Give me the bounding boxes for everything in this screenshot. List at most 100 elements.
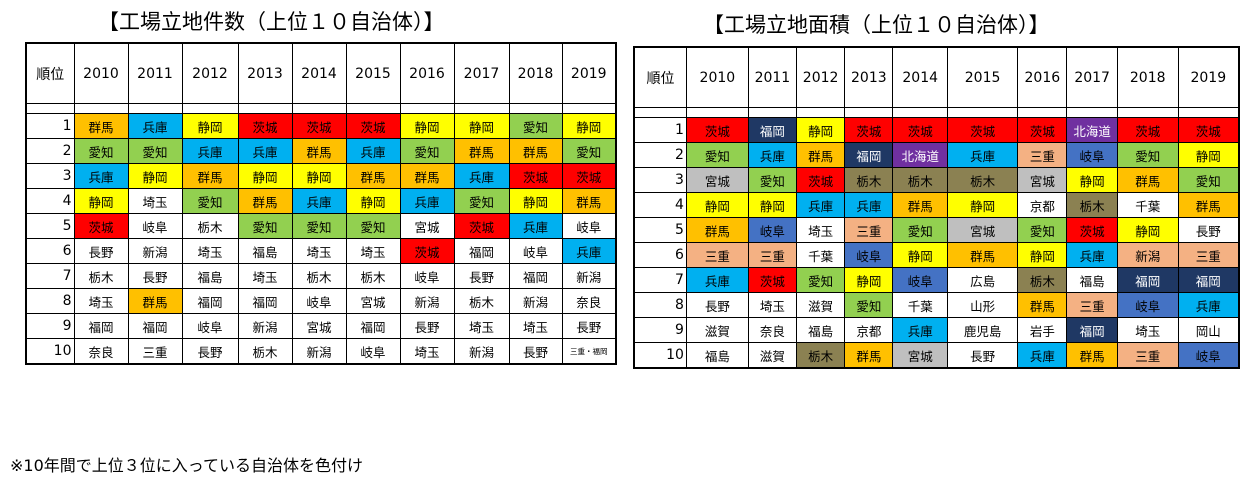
prefecture-cell: 京都 [844, 317, 894, 343]
prefecture-cell: 茨城 [345, 113, 401, 139]
prefecture-cell: 栃木 [1066, 192, 1118, 218]
prefecture-cell: 長野 [508, 338, 563, 365]
year-header: 2016 [399, 42, 455, 104]
rank-cell: 2 [25, 138, 75, 164]
prefecture-cell: 愛知 [453, 188, 510, 214]
prefecture-cell: 静岡 [685, 192, 749, 218]
prefecture-cell: 栃木 [844, 167, 894, 193]
prefecture-cell: 群馬 [1177, 192, 1240, 218]
prefecture-cell: 新潟 [237, 313, 293, 339]
year-header: 2010 [73, 42, 129, 104]
prefecture-cell: 群馬 [345, 163, 401, 189]
prefecture-cell: 茨城 [747, 267, 798, 293]
prefecture-cell: 静岡 [844, 267, 894, 293]
footnote: ※10年間で上位３位に入っている自治体を色付け [10, 456, 363, 475]
prefecture-cell: 兵庫 [892, 317, 948, 343]
factory-area-table: 順位 2010 2011 2012 2013 2014 2015 2016 2017 2018 20… [633, 46, 1240, 369]
prefecture-cell: 茨城 [1116, 117, 1179, 143]
prefecture-cell: 兵庫 [685, 267, 749, 293]
prefecture-cell: 愛知 [1017, 217, 1068, 243]
prefecture-cell: 群馬 [946, 242, 1019, 268]
prefecture-cell: 栃木 [946, 167, 1019, 193]
table-row: 4 静岡 静岡 兵庫 兵庫 群馬 静岡 京都 栃木 千葉 群馬 [633, 192, 1240, 218]
year-header: 2018 [508, 42, 563, 104]
rank-cell: 1 [25, 113, 75, 139]
prefecture-cell: 群馬 [1066, 342, 1118, 369]
prefecture-cell: 埼玉 [1116, 317, 1179, 343]
table-row: 10 奈良 三重 長野 栃木 新潟 岐阜 埼玉 新潟 長野 三重・福岡 [25, 338, 617, 365]
prefecture-cell: 長野 [73, 238, 129, 264]
prefecture-cell: 岐阜 [747, 217, 798, 243]
spacer-cell [892, 107, 948, 118]
prefecture-cell: 愛知 [561, 138, 617, 164]
year-header: 2016 [1017, 46, 1068, 108]
left-table-title: 【工場立地件数（上位１０自治体）】 [98, 10, 445, 34]
prefecture-cell: 静岡 [1066, 167, 1118, 193]
prefecture-cell: 新潟 [453, 338, 510, 365]
prefecture-cell: 福岡 [345, 313, 401, 339]
prefecture-cell: 茨城 [291, 113, 347, 139]
prefecture-cell: 兵庫 [345, 138, 401, 164]
spacer-cell [237, 103, 293, 114]
prefecture-cell: 静岡 [561, 113, 617, 139]
table-row: 9 滋賀 奈良 福島 京都 兵庫 鹿児島 岩手 福岡 埼玉 岡山 [633, 317, 1240, 343]
year-header: 2019 [561, 42, 617, 104]
prefecture-cell: 愛知 [127, 138, 183, 164]
prefecture-cell: 兵庫 [1177, 292, 1240, 318]
prefecture-cell: 埼玉 [345, 238, 401, 264]
prefecture-cell: 愛知 [1116, 142, 1179, 168]
prefecture-cell: 新潟 [399, 288, 455, 314]
year-header: 2011 [127, 42, 183, 104]
factory-count-table: 順位 2010 2011 2012 2013 2014 2015 2016 2017 2018 20… [25, 42, 617, 365]
prefecture-cell: 福島 [795, 317, 846, 343]
year-header: 2012 [795, 46, 846, 108]
prefecture-cell: 岡山 [1177, 317, 1240, 343]
prefecture-cell: 宮城 [685, 167, 749, 193]
prefecture-cell: 愛知 [685, 142, 749, 168]
prefecture-cell: 栃木 [237, 338, 293, 365]
rank-cell: 9 [633, 317, 687, 343]
prefecture-cell: 埼玉 [747, 292, 798, 318]
prefecture-cell: 群馬 [73, 113, 129, 139]
prefecture-cell: 群馬 [508, 138, 563, 164]
year-header: 2017 [453, 42, 510, 104]
prefecture-cell: 兵庫 [399, 188, 455, 214]
table-row: 2 愛知 愛知 兵庫 兵庫 群馬 兵庫 愛知 群馬 群馬 愛知 [25, 138, 617, 164]
prefecture-cell: 岐阜 [345, 338, 401, 365]
prefecture-cell: 茨城 [73, 213, 129, 239]
prefecture-cell: 福岡 [1177, 267, 1240, 293]
prefecture-cell: 滋賀 [747, 342, 798, 369]
prefecture-cell: 三重 [844, 217, 894, 243]
prefecture-cell: 福岡 [1116, 267, 1179, 293]
prefecture-cell: 茨城 [1017, 117, 1068, 143]
prefecture-cell: 奈良 [747, 317, 798, 343]
prefecture-cell: 兵庫 [508, 213, 563, 239]
prefecture-cell: 静岡 [399, 113, 455, 139]
prefecture-cell: 岐阜 [181, 313, 239, 339]
prefecture-cell: 茨城 [946, 117, 1019, 143]
prefecture-cell: 兵庫 [1017, 342, 1068, 369]
prefecture-cell: 福岡 [73, 313, 129, 339]
prefecture-cell: 長野 [181, 338, 239, 365]
prefecture-cell: 埼玉 [291, 238, 347, 264]
prefecture-cell: 新潟 [127, 238, 183, 264]
header-row: 順位 2010 2011 2012 2013 2014 2015 2016 2017 2018 20… [25, 42, 617, 104]
rank-cell: 7 [25, 263, 75, 289]
table-row: 4 静岡 埼玉 愛知 群馬 兵庫 静岡 兵庫 愛知 静岡 群馬 [25, 188, 617, 214]
spacer-cell [685, 107, 749, 118]
prefecture-cell: 静岡 [453, 113, 510, 139]
prefecture-cell: 茨城 [844, 117, 894, 143]
prefecture-cell: 千葉 [892, 292, 948, 318]
table-row: 8 埼玉 群馬 福岡 福岡 岐阜 宮城 新潟 栃木 新潟 奈良 [25, 288, 617, 314]
prefecture-cell: 新潟 [561, 263, 617, 289]
prefecture-cell: 群馬 [453, 138, 510, 164]
prefecture-cell: 岐阜 [561, 213, 617, 239]
prefecture-cell: 宮城 [345, 288, 401, 314]
rank-cell: 2 [633, 142, 687, 168]
prefecture-cell: 岐阜 [508, 238, 563, 264]
rank-cell: 1 [633, 117, 687, 143]
prefecture-cell: 茨城 [795, 167, 846, 193]
table-row: 9 福岡 福岡 岐阜 新潟 宮城 福岡 長野 埼玉 埼玉 長野 [25, 313, 617, 339]
prefecture-cell: 群馬 [1116, 167, 1179, 193]
prefecture-cell: 長野 [127, 263, 183, 289]
